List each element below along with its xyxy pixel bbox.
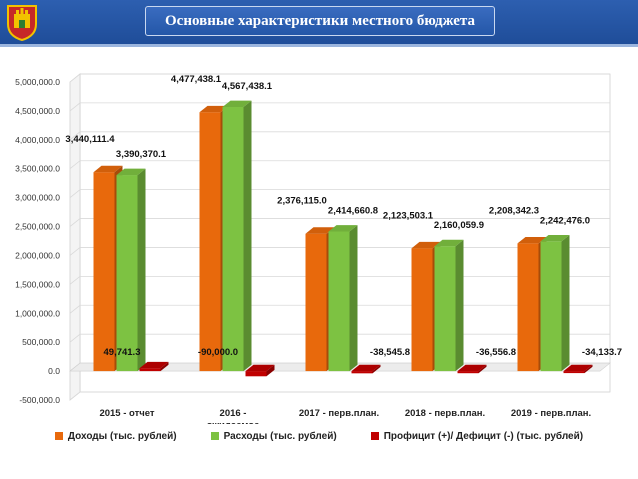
chart-side-wall: [69, 73, 81, 401]
bar-top-0-4: [517, 237, 547, 244]
page-title: Основные характеристики местного бюджета: [165, 12, 475, 29]
bar-1-2: [328, 231, 350, 372]
bar-2-1: [245, 371, 267, 377]
gridline: [69, 218, 610, 227]
legend-label-expense: Расходы (тыс. рублей): [223, 430, 337, 442]
legend-swatch-income: [54, 432, 63, 440]
y-tick-label: 2,500,000.0: [15, 222, 60, 232]
bar-side-1-2: [349, 225, 358, 372]
bar-side-2-0: [160, 361, 169, 372]
x-tick-label: 2016 -: [220, 408, 247, 419]
legend-label-income: Доходы (тыс. рублей): [67, 430, 177, 442]
bar-side-1-1: [243, 100, 252, 372]
y-tick-label: 2,000,000.0: [15, 250, 60, 260]
bar-top-0-1: [199, 105, 229, 113]
bar-1-0: [116, 175, 138, 372]
gridline: [69, 391, 610, 401]
legend-swatch-balance: [370, 432, 379, 440]
data-label: -34,133.7: [582, 347, 622, 358]
bar-0-0: [93, 172, 115, 372]
gridline: [69, 73, 610, 83]
gridline: [69, 131, 610, 141]
data-label: -90,000.0: [198, 347, 238, 358]
y-tick-label: 3,500,000.0: [15, 164, 60, 174]
bar-top-1-4: [540, 235, 570, 242]
bar-1-4: [540, 241, 562, 372]
y-tick-label: 5,000,000.0: [15, 77, 60, 87]
y-tick-label: 4,000,000.0: [15, 135, 60, 145]
bar-top-1-3: [434, 239, 464, 247]
bar-1-1: [222, 107, 244, 372]
legend-label-balance: Профицит (+)/ Дефицит (-) (тыс. рублей): [383, 430, 584, 442]
data-label: 49,741.3: [104, 347, 141, 358]
y-tick-label: 1,000,000.0: [15, 308, 60, 318]
bar-top-2-2: [351, 364, 381, 372]
bar-side-2-4: [584, 364, 593, 374]
header-rule: [0, 44, 638, 47]
data-label: 3,390,370.1: [116, 149, 167, 160]
data-label: -36,556.8: [476, 347, 516, 358]
bar-top-1-0: [116, 168, 146, 176]
bar-side-2-1: [266, 364, 275, 377]
bar-2-3: [457, 371, 479, 374]
bar-top-2-1: [245, 364, 275, 372]
bar-side-1-0: [137, 168, 146, 372]
x-tick-label: ожидаемое: [207, 420, 260, 424]
bar-top-0-2: [305, 227, 335, 234]
bar-side-2-3: [478, 364, 487, 374]
x-tick-label: 2017 - перв.план.: [299, 408, 379, 419]
gridline: [69, 102, 610, 112]
data-label: 2,242,476.0: [540, 215, 590, 226]
legend-item-expense: Расходы (тыс. рублей): [210, 426, 337, 446]
bar-top-0-0: [93, 165, 123, 173]
bar-0-4: [517, 243, 539, 372]
y-tick-label: 500,000.0: [22, 337, 60, 347]
data-label: 2,414,660.8: [328, 205, 378, 216]
y-tick-label: 1,500,000.0: [15, 279, 60, 289]
y-tick-label: 3,000,000.0: [15, 193, 60, 203]
bar-top-2-4: [563, 364, 593, 372]
y-tick-label: 0.0: [48, 366, 60, 376]
bar-side-1-4: [561, 235, 570, 372]
data-label: 2,208,342.3: [489, 205, 539, 216]
bar-2-0: [139, 368, 161, 372]
bar-top-0-3: [411, 241, 441, 249]
bar-0-1: [199, 112, 221, 372]
data-label: 2,123,503.1: [383, 210, 434, 221]
gridline: [69, 160, 610, 170]
data-label: 2,160,059.9: [434, 220, 484, 231]
bar-side-2-2: [372, 364, 381, 374]
bar-side-1-3: [455, 239, 464, 372]
budget-chart: -500,000.0 0.0 500,000.0 1,000,000.0 1,500,0…: [15, 73, 622, 424]
bar-top-2-3: [457, 364, 487, 372]
data-label: 2,376,115.0: [277, 196, 327, 207]
data-label: 4,567,438.1: [222, 81, 273, 92]
bar-top-1-2: [328, 225, 358, 232]
x-tick-label: 2019 - перв.план.: [511, 408, 591, 419]
x-tick-label: 2015 - отчет: [99, 408, 154, 419]
legend-swatch-expense: [210, 432, 219, 440]
title-box: Основные характеристики местного бюджета: [145, 6, 495, 36]
gridline: [69, 189, 610, 198]
data-label: 3,440,111.4: [65, 134, 115, 145]
data-label: 4,477,438.1: [171, 74, 222, 85]
bar-2-2: [351, 371, 373, 374]
y-tick-label: -500,000.0: [19, 395, 60, 405]
x-tick-label: 2018 - перв.план.: [405, 408, 485, 419]
legend-item-income: Доходы (тыс. рублей): [54, 426, 177, 446]
legend: Доходы (тыс. рублей) Расходы (тыс. рубле…: [0, 426, 638, 446]
legend-item-balance: Профицит (+)/ Дефицит (-) (тыс. рублей): [370, 426, 584, 446]
bar-0-2: [305, 233, 327, 372]
data-label: -38,545.8: [370, 347, 410, 358]
bar-1-3: [434, 246, 456, 372]
bar-2-4: [563, 371, 585, 374]
bar-0-3: [411, 248, 433, 372]
coat-of-arms-icon: [7, 5, 37, 42]
bar-top-2-0: [139, 361, 169, 369]
y-tick-label: 4,500,000.0: [15, 106, 60, 116]
bar-top-1-1: [222, 100, 252, 108]
